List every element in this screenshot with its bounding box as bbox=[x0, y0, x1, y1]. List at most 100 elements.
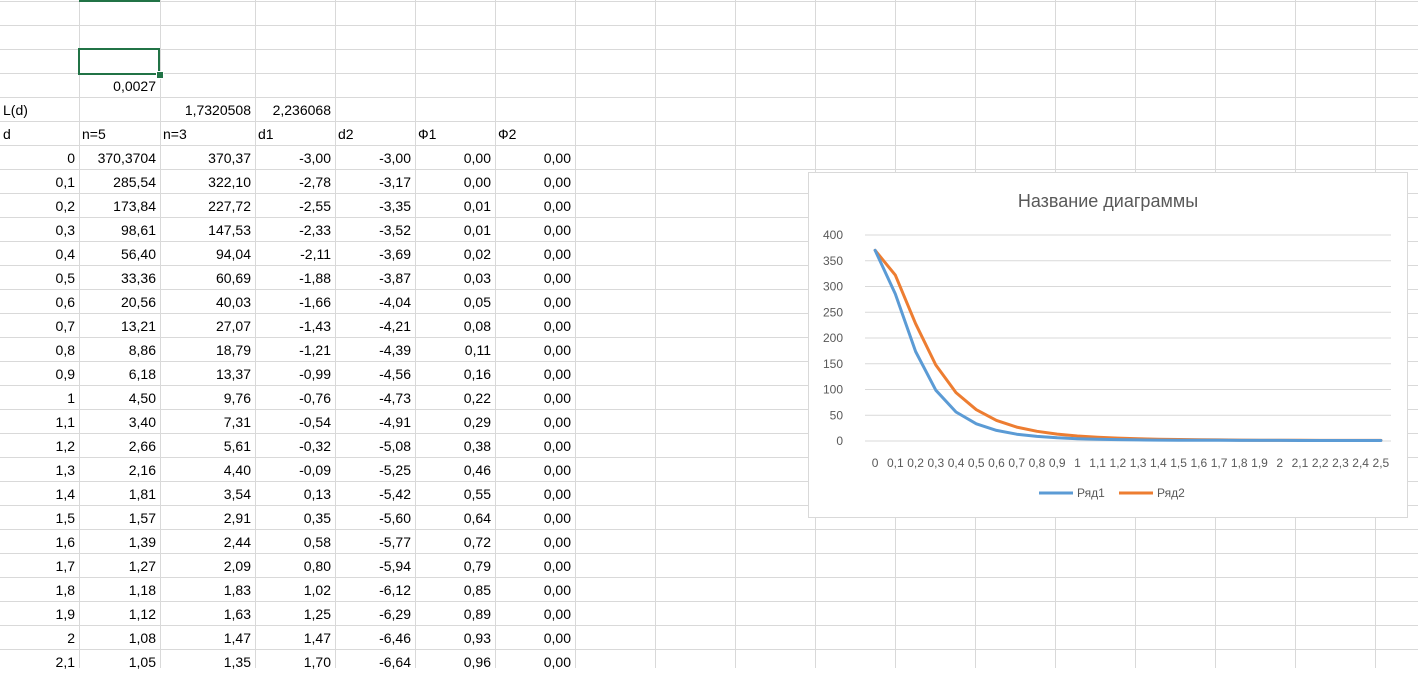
cell[interactable]: -0,09 bbox=[299, 462, 331, 478]
fill-handle[interactable] bbox=[156, 71, 164, 79]
cell[interactable]: -5,08 bbox=[379, 438, 411, 454]
cell[interactable]: 33,36 bbox=[120, 270, 156, 286]
cell[interactable]: 0,8 bbox=[55, 342, 75, 358]
cell[interactable]: 322,10 bbox=[208, 174, 251, 190]
cell[interactable]: 1,5 bbox=[55, 510, 75, 526]
cell[interactable]: -2,78 bbox=[299, 174, 331, 190]
cell[interactable]: 18,79 bbox=[215, 342, 251, 358]
cell[interactable]: 0,85 bbox=[463, 582, 491, 598]
cell[interactable]: -3,69 bbox=[379, 246, 411, 262]
cell[interactable]: 0,00 bbox=[543, 606, 571, 622]
cell[interactable]: -4,56 bbox=[379, 366, 411, 382]
cell[interactable]: 1,8 bbox=[55, 582, 75, 598]
cell[interactable]: 1,35 bbox=[223, 654, 251, 670]
cell[interactable]: 0,00 bbox=[543, 510, 571, 526]
cell[interactable]: 0,4 bbox=[55, 246, 75, 262]
cell[interactable]: 40,03 bbox=[215, 294, 251, 310]
cell[interactable]: 1,39 bbox=[128, 534, 156, 550]
cell[interactable]: 0,01 bbox=[463, 198, 491, 214]
cell[interactable]: 0,00 bbox=[543, 654, 571, 670]
cell[interactable]: Ф1 bbox=[418, 126, 437, 142]
cell[interactable]: 285,54 bbox=[113, 174, 156, 190]
cell[interactable]: 0,00 bbox=[543, 270, 571, 286]
cell[interactable]: 0,64 bbox=[463, 510, 491, 526]
cell[interactable]: n=3 bbox=[163, 126, 187, 142]
cell[interactable]: 0,7 bbox=[55, 318, 75, 334]
cell[interactable]: 20,56 bbox=[120, 294, 156, 310]
cell[interactable]: 0,29 bbox=[463, 414, 491, 430]
cell[interactable]: 2,66 bbox=[128, 438, 156, 454]
cell[interactable]: 0,2 bbox=[55, 198, 75, 214]
cell[interactable]: 9,76 bbox=[223, 390, 251, 406]
cell[interactable]: -3,17 bbox=[379, 174, 411, 190]
cell[interactable]: 0,11 bbox=[464, 342, 491, 358]
cell[interactable]: 0,00 bbox=[543, 630, 571, 646]
cell[interactable]: -0,32 bbox=[299, 438, 331, 454]
cell[interactable]: 56,40 bbox=[120, 246, 156, 262]
cell[interactable]: 0,00 bbox=[543, 582, 571, 598]
cell[interactable]: 1,6 bbox=[55, 534, 75, 550]
cell[interactable]: 8,86 bbox=[128, 342, 156, 358]
cell[interactable]: 6,18 bbox=[128, 366, 156, 382]
cell[interactable]: 1,9 bbox=[55, 606, 75, 622]
cell[interactable]: 0,22 bbox=[463, 390, 491, 406]
cell[interactable]: 1,3 bbox=[55, 462, 75, 478]
cell[interactable]: 0,0027 bbox=[113, 78, 156, 94]
cell[interactable]: -4,04 bbox=[379, 294, 411, 310]
cell[interactable]: 0,00 bbox=[543, 198, 571, 214]
cell[interactable]: 0,79 bbox=[463, 558, 491, 574]
chart-title[interactable]: Название диаграммы bbox=[1018, 191, 1198, 211]
cell[interactable]: 370,3704 bbox=[97, 150, 156, 166]
cell[interactable]: 1,2 bbox=[55, 438, 75, 454]
cell[interactable]: 2,1 bbox=[55, 654, 75, 670]
cell[interactable]: 0,13 bbox=[303, 486, 331, 502]
cell[interactable]: 0,02 bbox=[463, 246, 491, 262]
cell[interactable]: 0,00 bbox=[543, 438, 571, 454]
cell[interactable]: 1,05 bbox=[128, 654, 156, 670]
cell[interactable]: 0,9 bbox=[55, 366, 75, 382]
cell[interactable]: 0,00 bbox=[543, 294, 571, 310]
cell[interactable]: 1,47 bbox=[223, 630, 251, 646]
cell[interactable]: -5,94 bbox=[379, 558, 411, 574]
cell[interactable]: 0,00 bbox=[543, 414, 571, 430]
cell[interactable]: -4,73 bbox=[379, 390, 411, 406]
cell[interactable]: 0,5 bbox=[55, 270, 75, 286]
cell[interactable]: L(d) bbox=[3, 102, 28, 118]
cell[interactable]: -6,29 bbox=[379, 606, 411, 622]
cell[interactable]: -1,88 bbox=[299, 270, 331, 286]
cell[interactable]: 4,40 bbox=[223, 462, 251, 478]
cell[interactable]: 0,00 bbox=[543, 462, 571, 478]
cell[interactable]: -2,11 bbox=[300, 246, 331, 262]
cell[interactable]: 27,07 bbox=[215, 318, 251, 334]
cell[interactable]: 0,00 bbox=[543, 246, 571, 262]
cell[interactable]: 1,02 bbox=[303, 582, 331, 598]
cell[interactable]: -5,42 bbox=[379, 486, 411, 502]
cell[interactable]: -4,39 bbox=[379, 342, 411, 358]
cell[interactable]: -3,52 bbox=[379, 222, 411, 238]
cell[interactable]: 0,58 bbox=[303, 534, 331, 550]
cell[interactable]: 0,00 bbox=[543, 342, 571, 358]
cell[interactable]: 1,81 bbox=[128, 486, 156, 502]
cell[interactable]: 13,37 bbox=[215, 366, 251, 382]
cell[interactable]: 173,84 bbox=[113, 198, 156, 214]
cell[interactable]: 2,44 bbox=[223, 534, 251, 550]
cell[interactable]: 5,61 bbox=[223, 438, 251, 454]
cell[interactable]: Ф2 bbox=[498, 126, 517, 142]
cell[interactable]: 7,31 bbox=[223, 414, 251, 430]
cell[interactable]: -1,43 bbox=[299, 318, 331, 334]
cell[interactable]: -0,54 bbox=[299, 414, 331, 430]
cell[interactable]: 147,53 bbox=[208, 222, 251, 238]
active-cell-selection[interactable] bbox=[78, 48, 160, 75]
cell[interactable]: 1,08 bbox=[128, 630, 156, 646]
cell[interactable]: 60,69 bbox=[215, 270, 251, 286]
cell[interactable]: 0,00 bbox=[543, 150, 571, 166]
cell[interactable]: -3,35 bbox=[379, 198, 411, 214]
cell[interactable]: d1 bbox=[258, 126, 274, 142]
cell[interactable]: 0,46 bbox=[463, 462, 491, 478]
cell[interactable]: -0,76 bbox=[299, 390, 331, 406]
cell[interactable]: 2,236068 bbox=[272, 102, 331, 118]
cell[interactable]: 1,18 bbox=[128, 582, 156, 598]
cell[interactable]: 0,6 bbox=[55, 294, 75, 310]
cell[interactable]: 0,00 bbox=[463, 150, 491, 166]
cell[interactable]: 227,72 bbox=[208, 198, 251, 214]
